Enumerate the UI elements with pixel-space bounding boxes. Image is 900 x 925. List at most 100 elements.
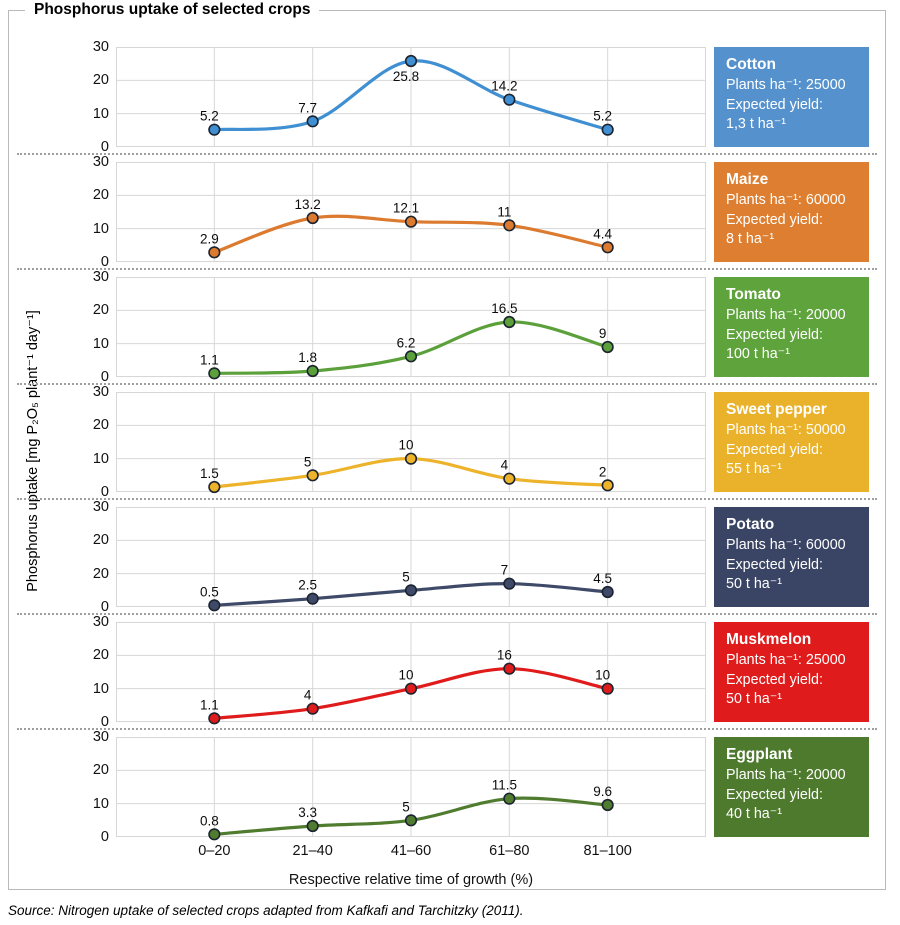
data-point-label: 5 [304,454,312,469]
dotted-divider [17,268,877,270]
legend-box: Sweet pepper Plants ha⁻¹: 50000 Expected y… [714,392,869,492]
data-point-label: 1.1 [200,352,219,367]
y-tick-label: 30 [92,614,109,630]
legend-box: Eggplant Plants ha⁻¹: 20000 Expected yield… [714,737,869,837]
data-point-label: 25.8 [393,69,419,84]
legend-box: Muskmelon Plants ha⁻¹: 25000 Expected yiel… [714,622,869,722]
x-axis-label: Respective relative time of growth (%) [288,872,534,888]
legend-box: Maize Plants ha⁻¹: 60000 Expected yield: 8 … [714,162,869,262]
y-tick-labels: 30 20 10 0 [46,40,116,155]
legend-plants: Plants ha⁻¹: 60000 [726,192,846,208]
chart-row: 30 20 10 0 1.1 4 10 16 10 Muskmelon Plants ha⁻¹: 2… [46,615,885,729]
legend-title: Sweet pepper [726,401,827,418]
y-tick-label: 20 [92,72,109,89]
legend-yield-value: 100 t ha⁻¹ [726,346,790,362]
y-tick-label: 10 [92,105,109,122]
data-point-label: 16 [497,648,512,663]
y-tick-labels: 30 20 10 0 [46,155,116,270]
data-point-marker [208,712,221,725]
data-point-label: 3.3 [298,805,317,820]
y-tick-label: 10 [92,680,109,697]
legend-cell: Muskmelon Plants ha⁻¹: 25000 Expected yiel… [706,622,869,722]
data-point-label: 6.2 [397,335,416,350]
data-point-label: 4 [501,458,509,473]
y-tick-label: 10 [92,335,109,352]
plot-area: 0.8 3.3 5 11.5 9.6 [116,737,706,841]
legend-plants: Plants ha⁻¹: 25000 [726,652,846,668]
legend-yield-label: Expected yield: [726,211,823,228]
plot-area: 1.1 4 10 16 10 [116,622,706,725]
data-point-marker [208,599,221,612]
data-point-label: 13.2 [295,197,321,212]
data-point-label: 1.8 [298,350,317,365]
plot-area: 0.5 2.5 5 7 4.5 [116,507,706,612]
y-tick-label: 0 [100,369,109,385]
data-point-marker [404,54,418,68]
data-point-label: 11 [497,204,511,219]
data-point-marker [306,364,319,378]
data-point-marker [503,219,516,232]
data-point-marker [503,315,516,329]
data-point-label: 1.1 [200,697,219,712]
y-tick-label: 10 [92,220,109,237]
data-point-label: 2.9 [200,231,219,246]
data-point-label: 11.5 [492,778,517,793]
row-separator [17,607,885,622]
plot-svg: 2.9 13.2 12.1 11 4.4 [116,162,706,262]
chart-row: 30 20 10 0 1.5 5 10 4 2 Sweet pepper Plants ha⁻¹: … [46,385,885,499]
data-point-marker [404,814,418,827]
legend-yield-value: 55 t ha⁻¹ [726,461,783,477]
data-point-marker [601,682,614,695]
x-tick-label: 61–80 [489,843,530,859]
legend-plants: Plants ha⁻¹: 20000 [726,767,846,783]
plot-svg: 1.5 5 10 4 2 [116,392,706,494]
data-point-label: 5.2 [200,109,219,124]
y-tick-label: 0 [100,139,109,155]
legend-yield-label: Expected yield: [726,671,823,688]
legend-cell: Sweet pepper Plants ha⁻¹: 50000 Expected y… [706,392,869,492]
y-tick-labels: 30 20 20 0 [46,500,116,615]
legend-box: Tomato Plants ha⁻¹: 20000 Expected yield: 1… [714,277,869,377]
plot-svg: 5.2 7.7 25.8 14.2 5.2 [116,47,706,147]
legend-cell: Eggplant Plants ha⁻¹: 20000 Expected yield… [706,737,869,837]
data-point-label: 10 [398,438,413,453]
data-point-marker [503,662,516,675]
data-point-label: 12.1 [393,201,419,216]
dotted-divider [17,728,877,730]
legend-title: Maize [726,171,769,188]
data-point-label: 4 [304,688,312,703]
x-tick-label: 81–100 [583,843,632,859]
figure-title: Phosphorus uptake of selected crops [25,1,320,19]
legend-box: Cotton Plants ha⁻¹: 25000 Expected yield: 1… [714,47,869,147]
data-point-marker [306,211,319,225]
legend-cell: Cotton Plants ha⁻¹: 25000 Expected yield: 1… [706,47,869,147]
data-point-marker [306,702,319,715]
legend-yield-label: Expected yield: [726,786,823,803]
y-tick-label: 20 [92,647,109,664]
legend-yield-value: 50 t ha⁻¹ [726,576,783,592]
legend-plants: Plants ha⁻¹: 50000 [726,422,846,438]
data-point-label: 5.2 [593,109,612,124]
x-axis-label-row: Respective relative time of growth (%) [46,872,885,888]
legend-title: Cotton [726,56,776,73]
data-point-marker [503,792,516,805]
y-tick-label: 20 [92,762,109,779]
data-point-label: 10 [398,668,413,683]
data-point-marker [503,577,516,590]
y-tick-label: 30 [92,384,109,400]
data-point-label: 2.5 [298,578,317,593]
legend-title: Tomato [726,286,781,303]
chart-row: 30 20 10 0 0.8 3.3 5 11.5 9.6 Eggplant Plants ha⁻¹… [46,730,885,844]
y-tick-label: 20 [92,417,109,434]
chart-row: 30 20 10 0 5.2 7.7 25.8 14.2 5.2 Cotton Plants ha⁻… [46,40,885,155]
y-tick-label: 20 [92,187,109,204]
legend-title: Eggplant [726,746,793,763]
charts: 30 20 10 0 5.2 7.7 25.8 14.2 5.2 Cotton Plants ha⁻… [17,40,885,844]
y-tick-label: 0 [100,484,109,500]
data-point-marker [503,93,516,106]
legend-yield-label: Expected yield: [726,441,823,458]
data-point-marker [306,819,319,833]
plot-area: 1.5 5 10 4 2 [116,392,706,494]
data-point-label: 0.8 [200,813,219,828]
y-tick-label: 20 [92,532,109,549]
